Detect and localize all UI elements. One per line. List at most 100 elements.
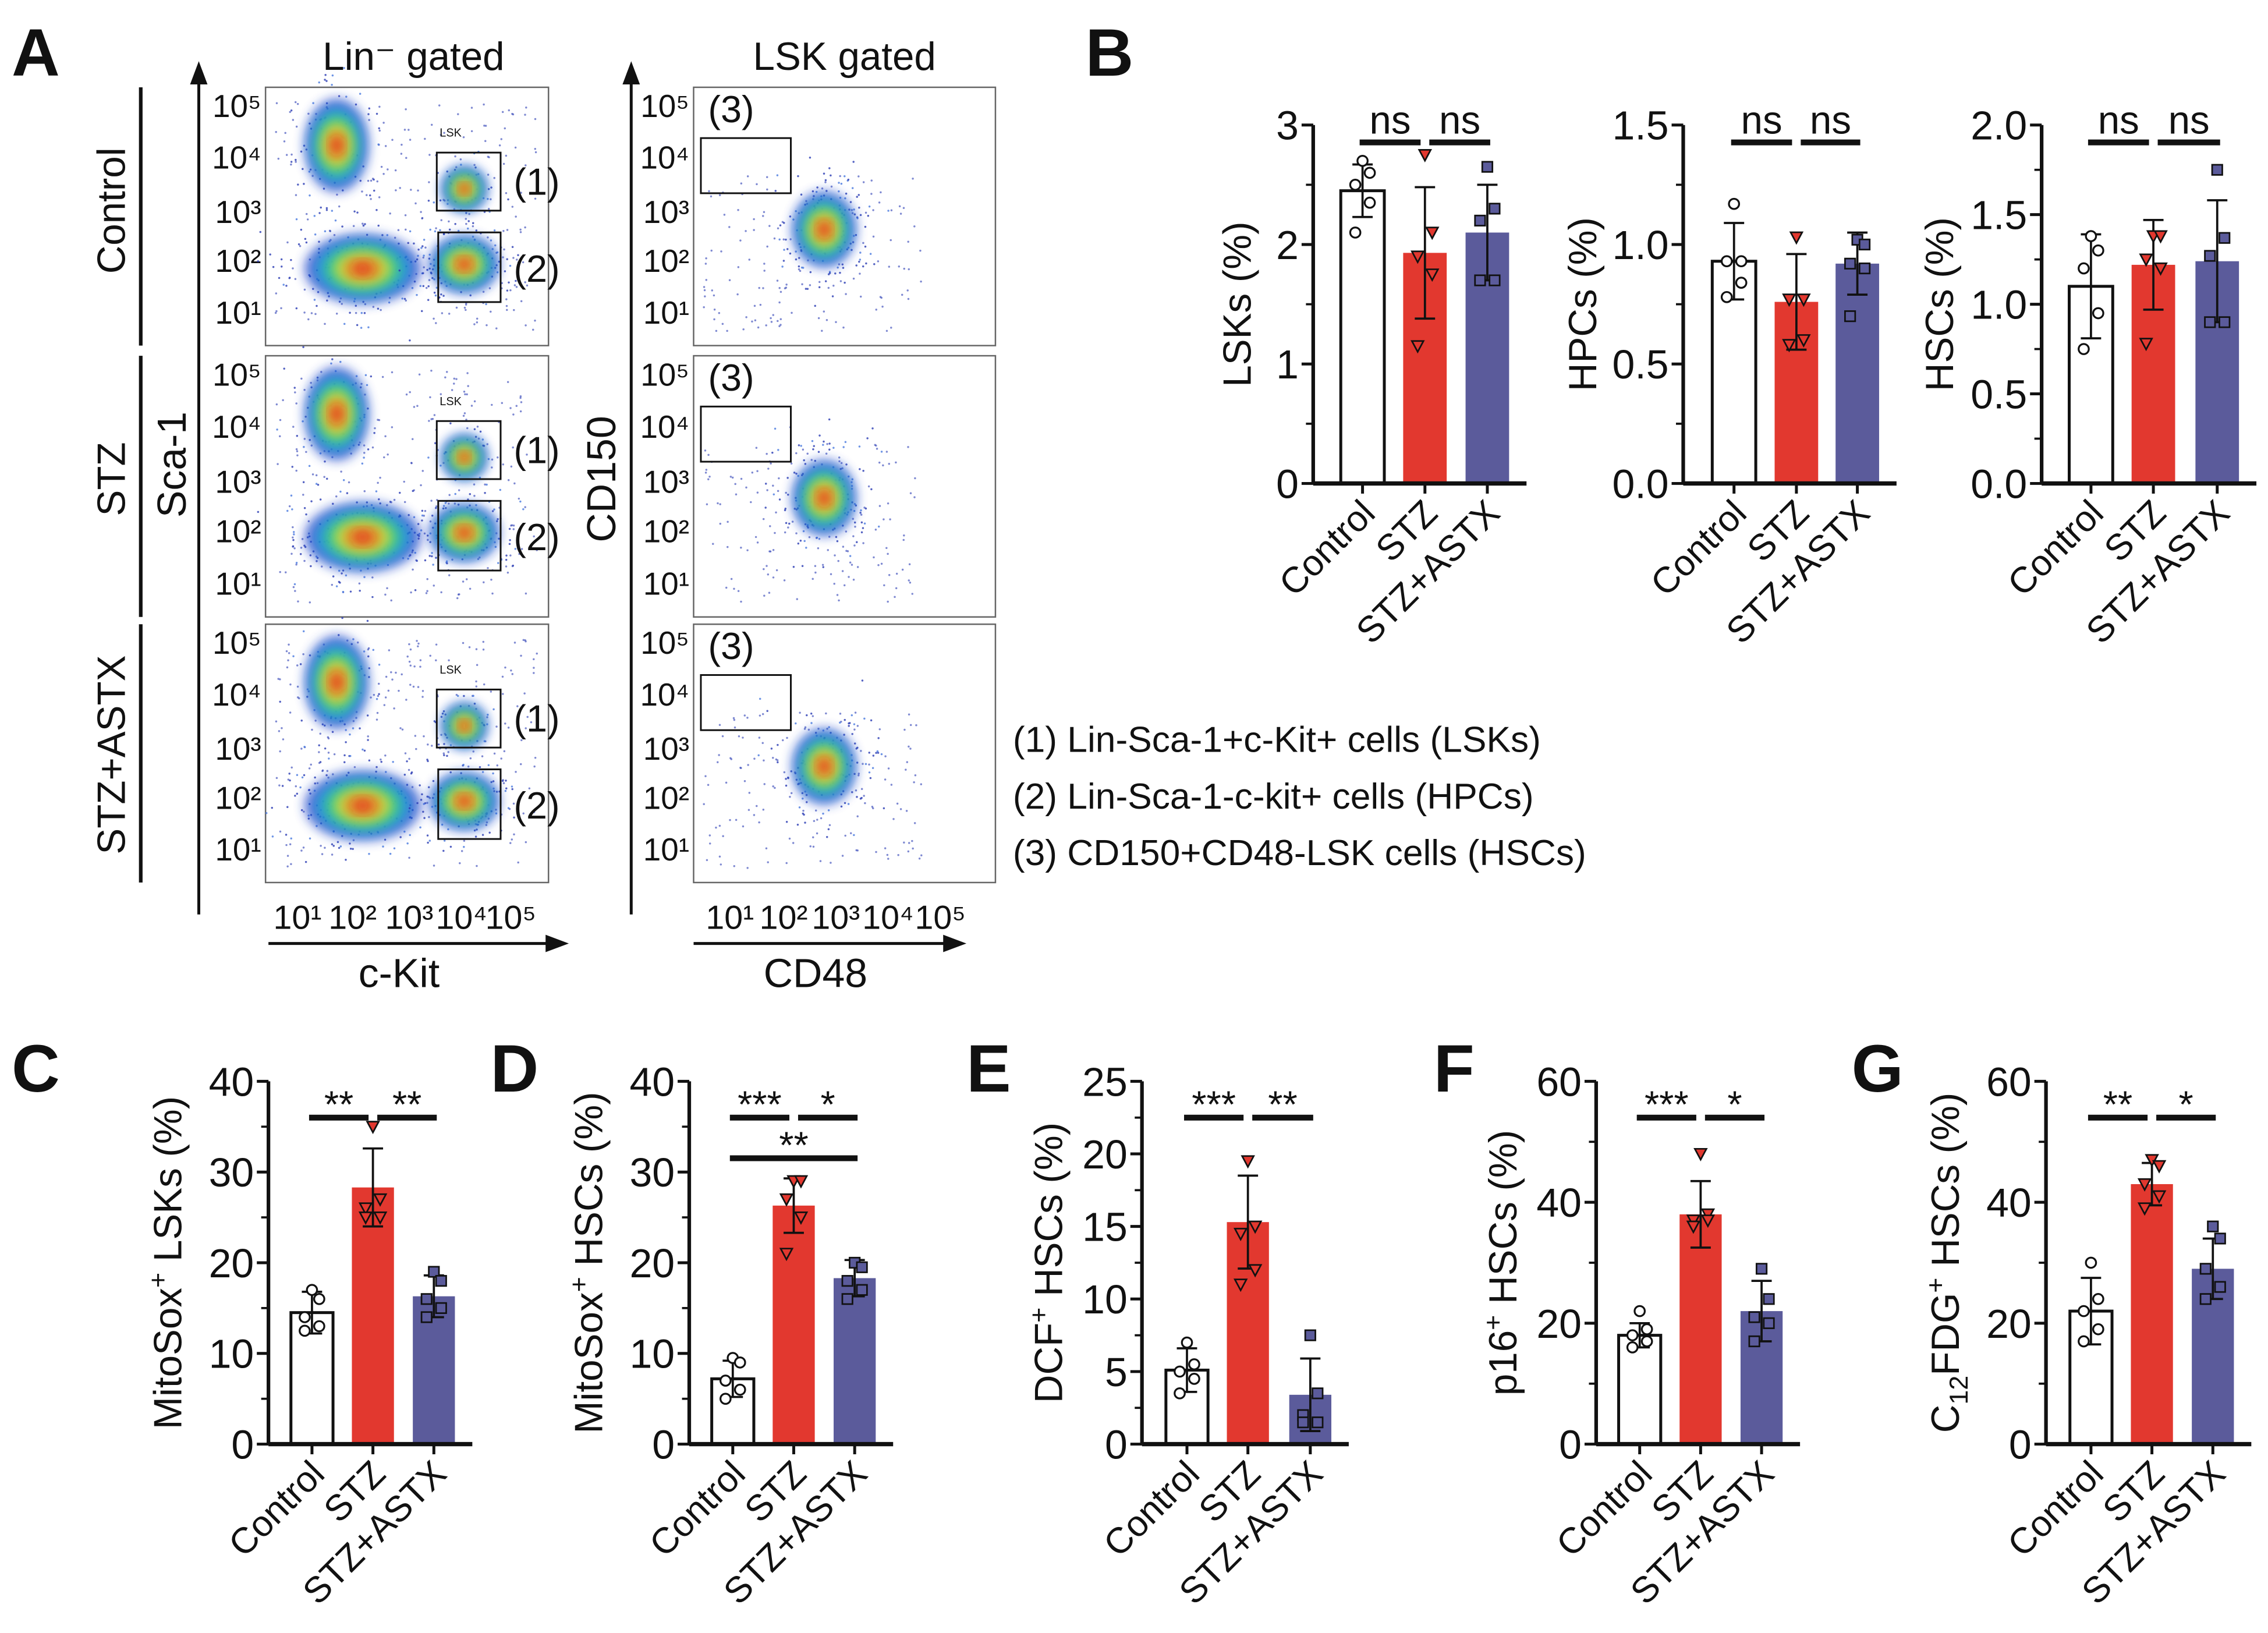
event-dot — [880, 451, 883, 453]
event-dot — [817, 547, 820, 550]
event-dot — [282, 738, 285, 741]
event-dot — [534, 319, 536, 322]
significance-label: *** — [1645, 1083, 1689, 1126]
bar-control — [1339, 189, 1386, 485]
y-tick-label: 5 — [1105, 1349, 1128, 1395]
y-axis-label: MitoSox+ LSKs (%) — [143, 1096, 190, 1429]
data-point-triangle — [1241, 1155, 1255, 1169]
event-dot — [908, 579, 910, 582]
event-dot — [403, 297, 406, 300]
event-dot — [524, 226, 526, 229]
density-contour — [331, 674, 342, 690]
event-dot — [703, 286, 706, 288]
event-dot — [302, 481, 305, 483]
y-tick-label: 10⁵ — [640, 356, 689, 392]
event-dot — [473, 829, 476, 832]
gate-hsc — [700, 674, 792, 731]
event-dot — [321, 853, 324, 855]
event-dot — [503, 248, 505, 251]
event-dot — [362, 224, 365, 227]
x-tick-label: 10² — [760, 899, 808, 937]
event-dot — [520, 192, 522, 194]
event-dot — [500, 757, 502, 760]
event-dot — [769, 550, 772, 552]
event-dot — [718, 312, 721, 314]
gate-lsk-label: LSK — [440, 127, 462, 140]
event-dot — [843, 584, 846, 587]
event-dot — [778, 238, 781, 241]
event-dot — [428, 279, 431, 281]
event-dot — [473, 494, 476, 497]
event-dot — [920, 783, 923, 785]
event-dot — [746, 717, 749, 719]
event-dot — [824, 280, 827, 282]
event-dot — [840, 182, 843, 185]
event-dot — [295, 125, 298, 128]
event-dot — [414, 589, 417, 591]
event-dot — [279, 678, 281, 681]
event-dot — [895, 572, 898, 575]
event-dot — [341, 303, 343, 305]
data-point-square — [1858, 238, 1871, 251]
event-dot — [424, 246, 427, 249]
y-tick-label: 25 — [1082, 1059, 1128, 1104]
event-dot — [326, 477, 328, 480]
event-dot — [785, 286, 788, 289]
event-dot — [491, 592, 494, 595]
event-dot — [838, 460, 841, 463]
data-point-square — [1844, 310, 1856, 323]
event-dot — [770, 462, 772, 465]
event-dot — [311, 728, 313, 731]
event-dot — [798, 444, 800, 447]
event-dot — [279, 830, 282, 833]
event-dot — [345, 574, 348, 577]
event-dot — [736, 293, 739, 296]
event-dot — [470, 130, 473, 133]
event-dot — [759, 303, 762, 306]
event-dot — [324, 79, 326, 81]
event-dot — [417, 249, 420, 251]
event-dot — [525, 841, 527, 844]
event-dot — [499, 488, 502, 491]
event-dot — [361, 462, 364, 465]
event-dot — [308, 789, 311, 791]
event-dot — [378, 127, 380, 130]
event-dot — [442, 849, 445, 852]
event-dot — [816, 832, 818, 835]
event-dot — [734, 483, 736, 486]
event-dot — [303, 507, 306, 509]
event-dot — [427, 299, 430, 301]
bar-stz — [1679, 1214, 1722, 1444]
event-dot — [766, 188, 768, 191]
event-dot — [420, 310, 423, 313]
event-dot — [522, 812, 525, 814]
event-dot — [755, 447, 758, 449]
event-dot — [851, 187, 854, 189]
event-dot — [483, 740, 486, 742]
event-dot — [423, 735, 425, 738]
event-dot — [417, 523, 420, 525]
event-dot — [479, 766, 481, 768]
event-dot — [306, 218, 309, 221]
event-dot — [707, 454, 710, 456]
event-dot — [855, 789, 857, 792]
event-dot — [763, 759, 765, 761]
event-dot — [300, 748, 303, 750]
event-dot — [320, 845, 322, 847]
event-dot — [342, 479, 345, 481]
significance-label: * — [1727, 1083, 1742, 1126]
event-dot — [292, 655, 295, 657]
event-dot — [409, 391, 411, 394]
y-tick-label: 10⁵ — [212, 625, 261, 661]
data-point-square — [1481, 161, 1494, 173]
event-dot — [784, 531, 786, 534]
data-point-square — [428, 1266, 440, 1278]
event-dot — [851, 733, 853, 735]
data-point-triangle — [2139, 253, 2153, 267]
event-dot — [859, 468, 861, 470]
event-dot — [870, 179, 873, 182]
event-dot — [302, 630, 305, 633]
